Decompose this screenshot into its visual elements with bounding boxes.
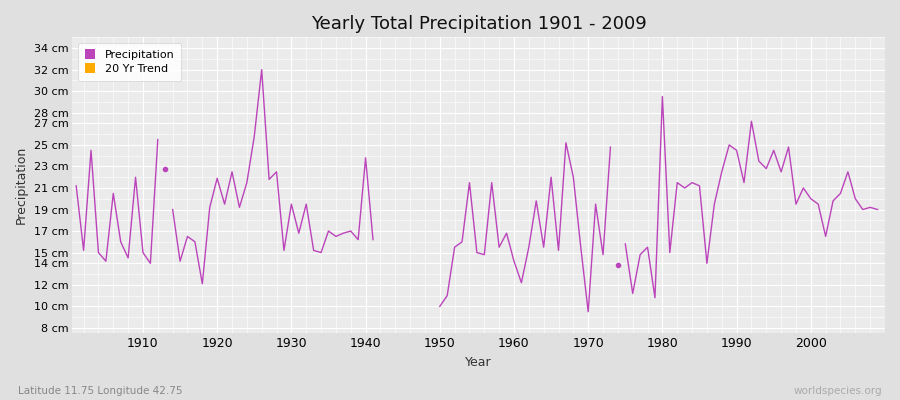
Text: worldspecies.org: worldspecies.org: [794, 386, 882, 396]
Y-axis label: Precipitation: Precipitation: [15, 146, 28, 224]
X-axis label: Year: Year: [465, 356, 492, 369]
Legend: Precipitation, 20 Yr Trend: Precipitation, 20 Yr Trend: [78, 43, 181, 81]
Title: Yearly Total Precipitation 1901 - 2009: Yearly Total Precipitation 1901 - 2009: [310, 15, 646, 33]
Text: Latitude 11.75 Longitude 42.75: Latitude 11.75 Longitude 42.75: [18, 386, 183, 396]
